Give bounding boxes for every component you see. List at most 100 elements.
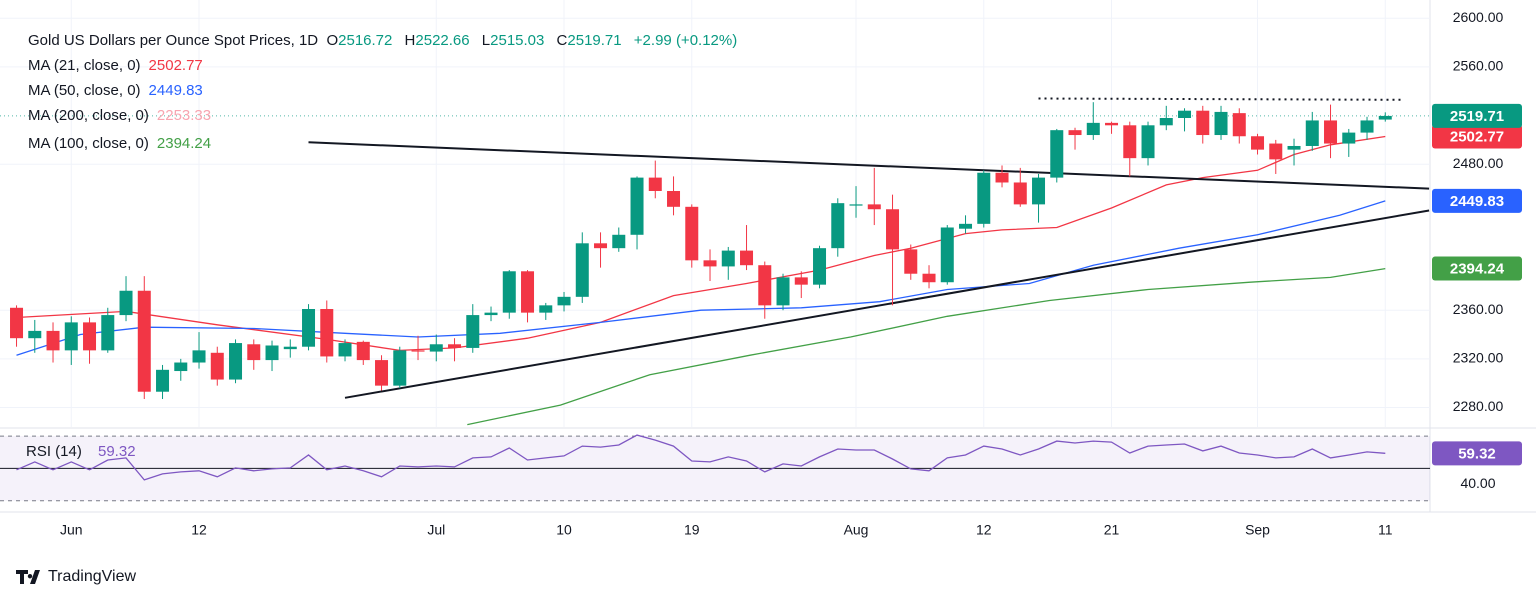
candle-body xyxy=(557,296,571,306)
candle-body xyxy=(776,277,790,306)
indicator-name: MA (200, close, 0) xyxy=(28,107,149,124)
candle-body xyxy=(1378,115,1392,120)
price-tag-label: 2449.83 xyxy=(1450,193,1504,210)
x-tick-label: 11 xyxy=(1378,522,1393,538)
candle-body xyxy=(794,277,808,285)
candle-body xyxy=(685,206,699,261)
candle-body xyxy=(977,172,991,224)
candle-body xyxy=(1123,125,1137,159)
y-tick-label: 2480.00 xyxy=(1453,155,1504,171)
trendline xyxy=(1038,97,1404,101)
candle-body xyxy=(1287,145,1301,150)
indicator-name: MA (50, close, 0) xyxy=(28,82,141,99)
candle-body xyxy=(192,350,206,363)
candle-body xyxy=(83,322,97,351)
indicator-row: MA (21, close, 0) 2502.77 xyxy=(28,53,737,78)
candle-body xyxy=(849,204,863,206)
candle-body xyxy=(594,243,608,249)
ohlc-value: 2522.66 xyxy=(415,32,470,49)
indicator-value: 2449.83 xyxy=(148,82,203,99)
candle-body xyxy=(648,177,662,191)
indicator-legend: MA (21, close, 0) 2502.77 MA (50, close, 0… xyxy=(28,53,737,156)
ohlc-label: H xyxy=(404,32,416,49)
price-tag-label: 2519.71 xyxy=(1450,108,1504,125)
candle-body xyxy=(10,307,24,339)
candle-body xyxy=(1141,125,1155,159)
price-tag xyxy=(1432,441,1522,466)
rsi-value: 59.32 xyxy=(98,443,136,460)
candle-body xyxy=(959,223,973,229)
price-tag xyxy=(1432,103,1522,128)
candle-body xyxy=(721,250,735,267)
candle-body xyxy=(174,362,188,372)
x-tick-label: 21 xyxy=(1104,522,1120,538)
x-tick-label: Aug xyxy=(844,522,869,538)
candle-body xyxy=(448,344,462,348)
candle-body xyxy=(101,315,115,351)
symbol-title: Gold US Dollars per Ounce Spot Prices, 1… xyxy=(28,32,319,49)
trendline xyxy=(344,209,1430,399)
header-row: Gold US Dollars per Ounce Spot Prices, 1… xyxy=(28,28,737,53)
candle-body xyxy=(1013,182,1027,205)
candle-body xyxy=(1159,118,1173,126)
price-tag-label: 2394.24 xyxy=(1450,261,1505,278)
candle-body xyxy=(886,209,900,250)
indicator-row: MA (200, close, 0) 2253.33 xyxy=(28,103,737,128)
candle-body xyxy=(1232,113,1246,137)
x-tick-label: Jul xyxy=(427,522,445,538)
rsi-pane xyxy=(0,434,1430,502)
change-pct: (+0.12%) xyxy=(675,32,738,49)
indicator-name: MA (21, close, 0) xyxy=(28,57,141,74)
candle-body xyxy=(1050,130,1064,178)
x-tick-label: 19 xyxy=(684,522,700,538)
candle-body xyxy=(539,305,553,313)
x-tick-label: Jun xyxy=(60,522,83,538)
candle-body xyxy=(1324,120,1338,144)
candle-body xyxy=(940,227,954,283)
indicator-value: 2394.24 xyxy=(156,135,212,152)
candle-body xyxy=(813,248,827,285)
indicator-value: 2253.33 xyxy=(156,107,212,124)
indicator-value: 2502.77 xyxy=(148,57,203,74)
candle-body xyxy=(575,243,589,297)
candle-body xyxy=(703,260,717,267)
rsi-name: RSI (14) xyxy=(26,443,82,460)
candle-body xyxy=(265,345,279,361)
candle-body xyxy=(1196,110,1210,136)
candle-body xyxy=(64,322,78,351)
candle-body xyxy=(630,177,644,235)
ohlc-value: 2515.03 xyxy=(490,32,545,49)
candle-body xyxy=(1360,120,1374,133)
x-tick-label: 12 xyxy=(191,522,207,538)
candle-body xyxy=(502,271,516,313)
candle-body xyxy=(1032,177,1046,205)
candle-body xyxy=(1269,143,1283,160)
candle-body xyxy=(1068,130,1082,136)
candle-body xyxy=(466,315,480,348)
price-pane xyxy=(0,0,1430,427)
candle-body xyxy=(831,203,845,249)
candle-body xyxy=(1342,132,1356,144)
moving-average-line xyxy=(16,135,1386,352)
ohlc-label: C xyxy=(556,32,568,49)
candle-body xyxy=(320,308,334,357)
x-tick-label: 10 xyxy=(556,522,572,538)
candle-body xyxy=(758,265,772,306)
brand-logo xyxy=(16,570,40,584)
candle-body xyxy=(119,290,133,316)
price-tag xyxy=(1432,124,1522,149)
candle-body xyxy=(338,343,352,357)
y-tick-label: 2360.00 xyxy=(1453,301,1504,317)
candle-body xyxy=(995,172,1009,183)
moving-average-line xyxy=(16,200,1386,356)
candle-body xyxy=(302,308,316,347)
price-tag xyxy=(1432,188,1522,213)
candle-body xyxy=(1105,122,1119,126)
legend: Gold US Dollars per Ounce Spot Prices, 1… xyxy=(28,28,737,156)
x-tick-label: Sep xyxy=(1245,522,1270,538)
trendline xyxy=(308,141,1430,190)
rsi-tick-label: 40.00 xyxy=(1460,475,1495,491)
candle-body xyxy=(1086,122,1100,136)
